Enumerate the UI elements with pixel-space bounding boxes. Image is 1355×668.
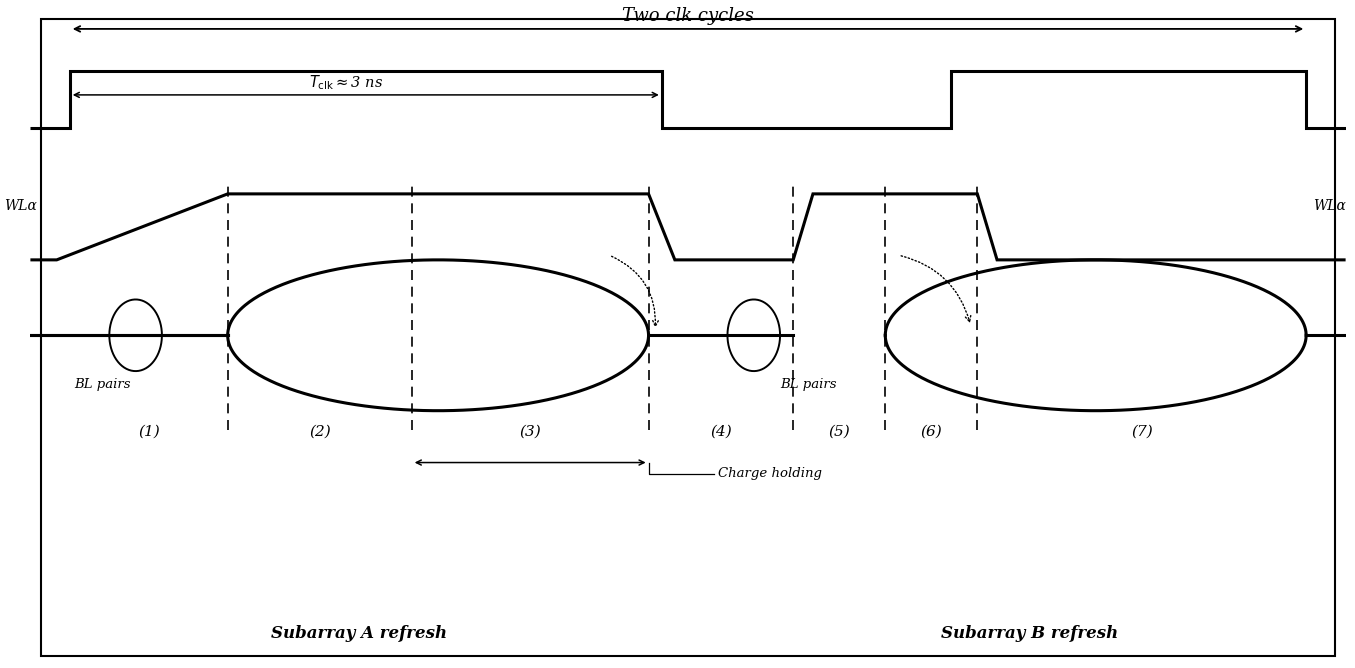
Text: (5): (5) [828,425,850,439]
Text: (2): (2) [309,425,331,439]
Text: (1): (1) [138,425,160,439]
Text: Subarray A refresh: Subarray A refresh [271,625,447,642]
Text: BL pairs: BL pairs [780,377,836,391]
Text: WLα: WLα [4,198,37,212]
Text: WLα: WLα [1313,198,1346,212]
Text: Subarray B refresh: Subarray B refresh [942,625,1119,642]
Text: (7): (7) [1131,425,1153,439]
Text: (4): (4) [710,425,732,439]
Text: (3): (3) [519,425,541,439]
Text: Charge holding: Charge holding [718,468,822,480]
Text: BL pairs: BL pairs [73,377,130,391]
Text: Two clk cycles: Two clk cycles [622,7,753,25]
Text: (6): (6) [920,425,942,439]
Text: $T_{\rm clk}$$\approx$3 ns: $T_{\rm clk}$$\approx$3 ns [309,73,383,92]
